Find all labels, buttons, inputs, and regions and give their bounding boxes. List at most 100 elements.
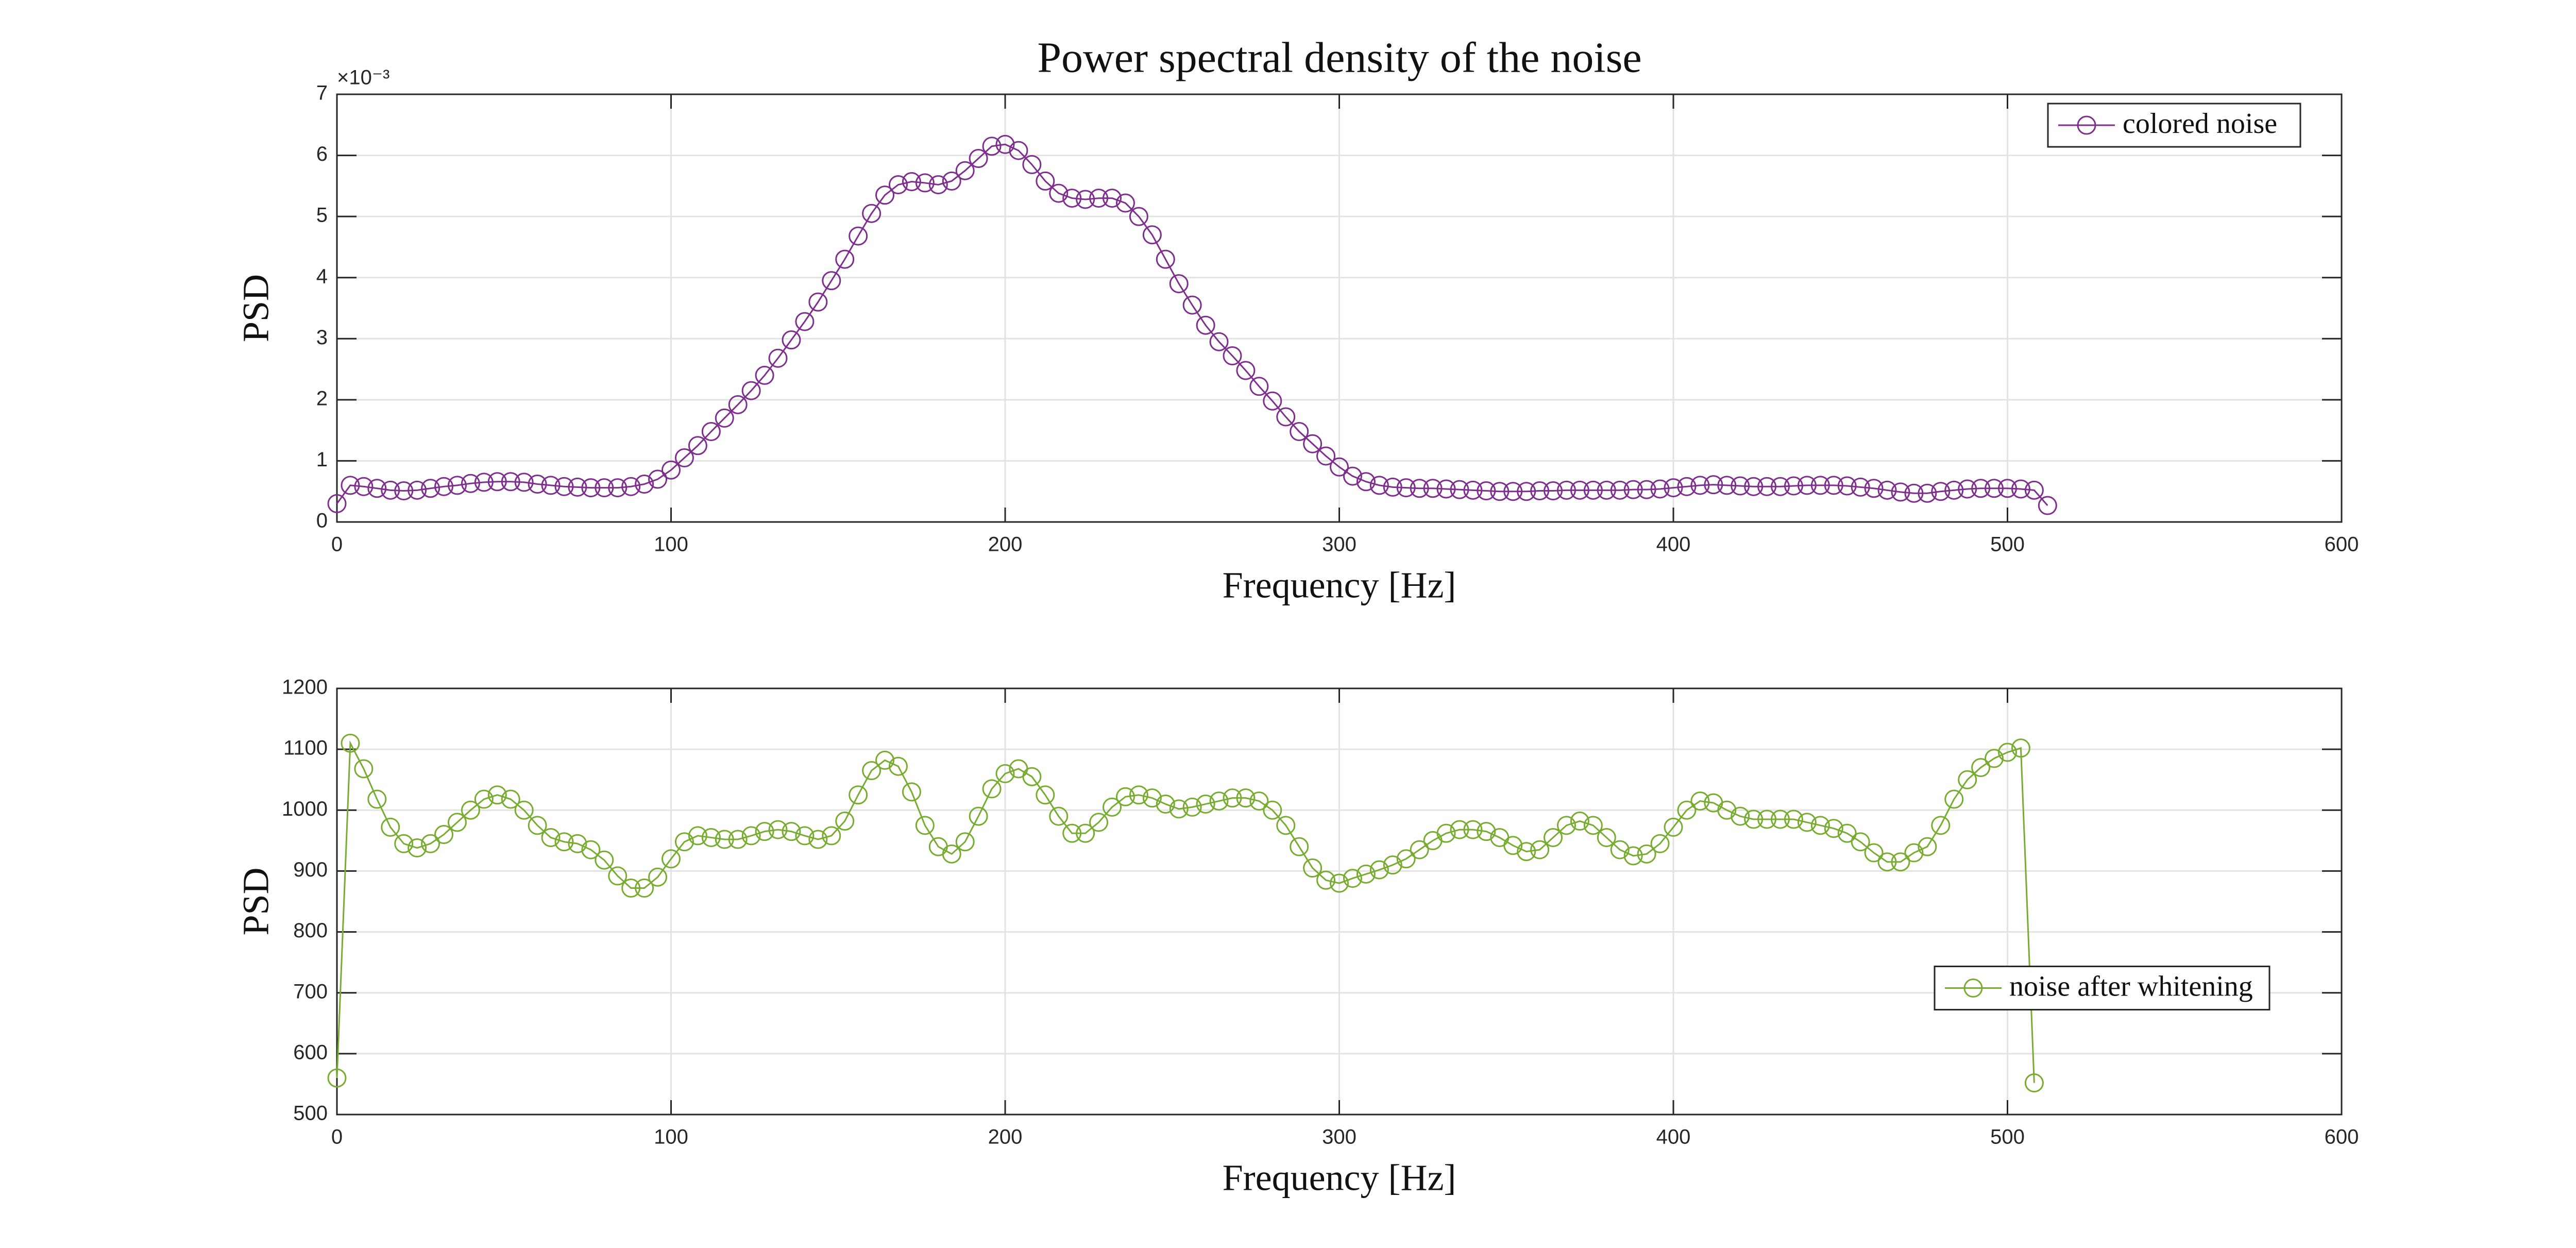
data-point bbox=[1303, 858, 1323, 878]
y-tick-label: 900 bbox=[293, 858, 328, 881]
data-point bbox=[1129, 207, 1148, 226]
data-point bbox=[554, 832, 574, 852]
y-tick-label: 5 bbox=[316, 204, 328, 227]
x-tick-label: 300 bbox=[1322, 533, 1357, 556]
data-point bbox=[1824, 476, 1843, 495]
data-point bbox=[1383, 477, 1402, 497]
data-point bbox=[581, 840, 601, 859]
data-point bbox=[1891, 852, 1910, 872]
x-tick-label: 500 bbox=[1990, 533, 2025, 556]
x-tick-label: 100 bbox=[654, 533, 688, 556]
data-point bbox=[1998, 743, 2017, 762]
data-point bbox=[1810, 816, 1830, 835]
data-point bbox=[849, 785, 868, 805]
data-point bbox=[1142, 225, 1162, 245]
data-point bbox=[1103, 797, 1122, 817]
data-point bbox=[1062, 189, 1082, 208]
data-point bbox=[1877, 480, 1897, 500]
data-point bbox=[1904, 483, 1924, 503]
data-point bbox=[1904, 843, 1924, 863]
data-point bbox=[995, 764, 1015, 783]
data-point bbox=[1570, 480, 1589, 500]
data-point bbox=[1142, 788, 1162, 808]
data-point bbox=[755, 365, 774, 385]
data-point bbox=[1677, 800, 1697, 820]
data-point bbox=[1156, 249, 1175, 269]
data-point bbox=[1556, 480, 1576, 500]
data-point bbox=[1610, 480, 1630, 500]
data-point bbox=[1089, 189, 1109, 208]
data-point bbox=[1209, 791, 1229, 811]
data-point bbox=[1209, 332, 1229, 351]
data-point bbox=[1837, 823, 1857, 843]
data-point bbox=[568, 834, 587, 853]
axes-box bbox=[336, 687, 2343, 1116]
data-point bbox=[1103, 189, 1122, 208]
data-point bbox=[1544, 481, 1563, 501]
data-point bbox=[608, 478, 628, 498]
legend-label: noise after whitening bbox=[2009, 970, 2253, 1002]
data-point bbox=[327, 494, 347, 513]
legend-marker bbox=[2077, 115, 2096, 135]
y-tick-label: 6 bbox=[316, 143, 328, 165]
data-point bbox=[928, 175, 948, 194]
data-point bbox=[1463, 820, 1483, 839]
data-point bbox=[1824, 819, 1843, 838]
data-point bbox=[461, 800, 480, 820]
data-point bbox=[1784, 809, 1803, 829]
data-point bbox=[1918, 837, 1937, 856]
data-point bbox=[1610, 840, 1630, 859]
data-point bbox=[1517, 842, 1536, 862]
data-point bbox=[1182, 797, 1202, 817]
data-point bbox=[768, 820, 788, 839]
data-point bbox=[1744, 809, 1764, 829]
data-point bbox=[662, 460, 681, 480]
data-point bbox=[408, 838, 427, 858]
data-point bbox=[688, 826, 707, 846]
data-point bbox=[1115, 193, 1135, 213]
data-point bbox=[1356, 472, 1376, 492]
data-point bbox=[1851, 832, 1870, 852]
y-tick-label: 4 bbox=[316, 265, 328, 288]
data-point bbox=[1944, 480, 1964, 500]
data-point bbox=[2011, 479, 2030, 499]
data-point bbox=[635, 879, 654, 898]
data-point bbox=[1864, 843, 1884, 863]
y-tick-label: 1200 bbox=[282, 676, 328, 699]
data-point bbox=[1877, 852, 1897, 872]
data-point bbox=[1076, 823, 1095, 843]
data-point bbox=[554, 477, 574, 496]
data-point bbox=[1958, 479, 1977, 499]
data-point bbox=[1410, 840, 1429, 859]
legend-marker bbox=[1963, 979, 1983, 998]
legend-box bbox=[1934, 966, 2270, 1010]
data-point bbox=[541, 476, 561, 495]
data-point bbox=[1196, 315, 1215, 335]
y-tick-label: 0 bbox=[316, 510, 328, 532]
data-point bbox=[902, 782, 921, 802]
data-point bbox=[434, 477, 454, 496]
data-point bbox=[662, 849, 681, 869]
data-point bbox=[1556, 816, 1576, 835]
data-point bbox=[408, 480, 427, 500]
data-point bbox=[1931, 816, 1951, 835]
y-tick-label: 2 bbox=[316, 387, 328, 410]
data-point bbox=[1330, 873, 1349, 893]
data-point bbox=[1690, 791, 1710, 811]
data-point bbox=[808, 830, 828, 849]
data-point bbox=[888, 756, 908, 776]
x-tick-label: 500 bbox=[1990, 1126, 2025, 1149]
data-point bbox=[1396, 478, 1416, 498]
data-point bbox=[528, 474, 547, 494]
data-point bbox=[648, 867, 668, 887]
data-point bbox=[782, 330, 801, 350]
data-point bbox=[1944, 789, 1964, 809]
data-point bbox=[1810, 476, 1830, 495]
data-point bbox=[1450, 480, 1469, 499]
data-point bbox=[969, 149, 988, 168]
data-point bbox=[2024, 1073, 2044, 1093]
data-point bbox=[1664, 478, 1683, 498]
axes-box bbox=[336, 93, 2343, 523]
data-point bbox=[621, 879, 641, 898]
